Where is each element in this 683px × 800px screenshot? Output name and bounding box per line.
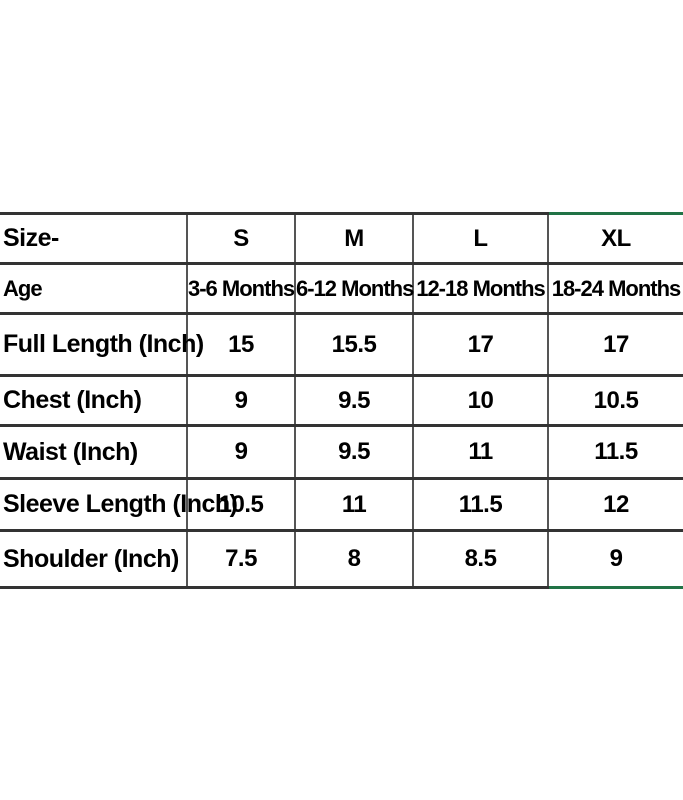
sleeve-length-cell-s: 10.5 xyxy=(186,478,295,532)
header-cell-xl: XL xyxy=(547,212,683,265)
shoulder-cell-xl: 9 xyxy=(547,530,683,589)
age-cell-s: 3-6 Months xyxy=(186,263,295,315)
waist-cell-xl: 11.5 xyxy=(547,425,683,480)
age-row-label: Age xyxy=(0,263,187,315)
age-cell-xl: 18-24 Months xyxy=(547,263,683,315)
size-row-label: Size- xyxy=(0,212,187,265)
table-row-chest: Chest (Inch) 9 9.5 10 10.5 xyxy=(0,375,683,427)
chest-cell-l: 10 xyxy=(412,375,548,427)
full-length-cell-xl: 17 xyxy=(547,313,683,377)
sleeve-length-cell-l: 11.5 xyxy=(412,478,548,532)
size-chart: Size- S M L XL Age 3-6 Months 6-12 Month… xyxy=(0,212,683,589)
full-length-cell-s: 15 xyxy=(186,313,295,377)
shoulder-row-label: Shoulder (Inch) xyxy=(0,530,187,589)
chest-row-label: Chest (Inch) xyxy=(0,375,187,427)
waist-cell-m: 9.5 xyxy=(294,425,413,480)
waist-row-label: Waist (Inch) xyxy=(0,425,187,480)
sleeve-length-cell-m: 11 xyxy=(294,478,413,532)
table-row-age: Age 3-6 Months 6-12 Months 12-18 Months … xyxy=(0,263,683,315)
header-cell-m: M xyxy=(294,212,413,265)
chest-cell-s: 9 xyxy=(186,375,295,427)
full-length-row-label: Full Length (Inch) xyxy=(0,313,204,377)
age-cell-m: 6-12 Months xyxy=(294,263,414,315)
table-row-full-length: Full Length (Inch) 15 15.5 17 17 xyxy=(0,313,683,377)
shoulder-cell-l: 8.5 xyxy=(412,530,548,589)
shoulder-cell-m: 8 xyxy=(294,530,413,589)
waist-cell-s: 9 xyxy=(186,425,295,480)
table-row-size: Size- S M L XL xyxy=(0,212,683,265)
table-row-shoulder: Shoulder (Inch) 7.5 8 8.5 9 xyxy=(0,530,683,589)
table-row-sleeve-length: Sleeve Length (Inch) 10.5 11 11.5 12 xyxy=(0,478,683,532)
header-cell-s: S xyxy=(186,212,295,265)
chest-cell-m: 9.5 xyxy=(294,375,413,427)
header-cell-l: L xyxy=(412,212,548,265)
table-row-waist: Waist (Inch) 9 9.5 11 11.5 xyxy=(0,425,683,480)
chest-cell-xl: 10.5 xyxy=(547,375,683,427)
age-cell-l: 12-18 Months xyxy=(412,263,548,315)
full-length-cell-l: 17 xyxy=(412,313,548,377)
waist-cell-l: 11 xyxy=(412,425,548,480)
full-length-cell-m: 15.5 xyxy=(294,313,413,377)
shoulder-cell-s: 7.5 xyxy=(186,530,295,589)
size-chart-table: Size- S M L XL Age 3-6 Months 6-12 Month… xyxy=(0,212,683,589)
sleeve-length-cell-xl: 12 xyxy=(547,478,683,532)
sleeve-length-row-label: Sleeve Length (Inch) xyxy=(0,478,238,532)
